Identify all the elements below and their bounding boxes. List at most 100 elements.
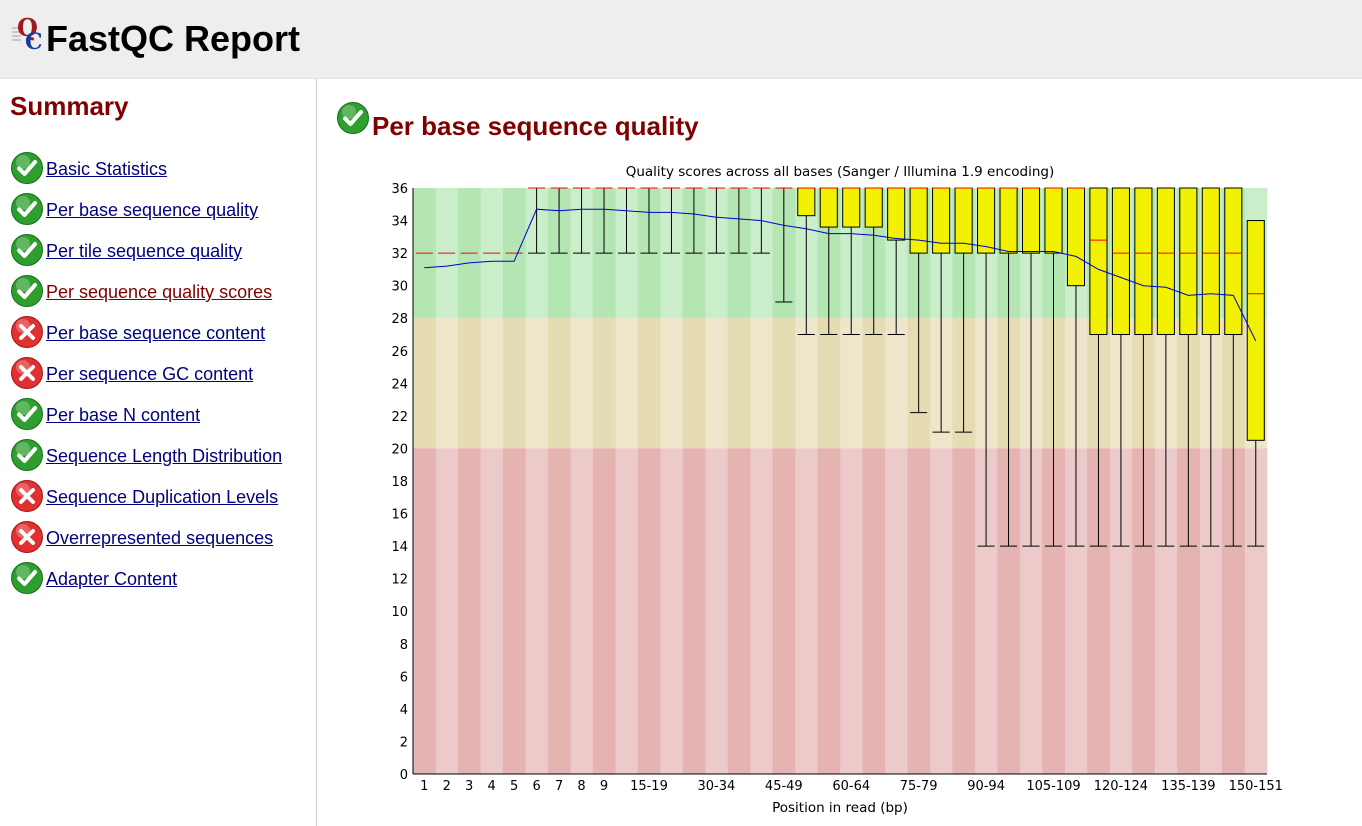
zone-bad-band xyxy=(840,448,863,774)
y-tick-label: 26 xyxy=(391,345,408,360)
fail-icon xyxy=(10,315,44,349)
pass-icon xyxy=(10,151,44,185)
y-tick-label: 14 xyxy=(391,540,408,555)
report-title: FastQC Report xyxy=(46,18,301,59)
zone-bad-band xyxy=(1019,448,1043,774)
zone-warn-band xyxy=(727,318,751,449)
summary-link[interactable]: Sequence Length Distribution xyxy=(46,446,283,466)
zone-warn-band xyxy=(840,318,863,449)
quartile-box xyxy=(1246,220,1265,441)
zone-bad-band xyxy=(1199,448,1223,774)
quartile-box xyxy=(909,187,928,254)
summary-link[interactable]: Per base sequence content xyxy=(46,323,266,343)
y-tick-label: 20 xyxy=(391,442,408,457)
y-tick-label: 34 xyxy=(391,215,408,230)
summary-link[interactable]: Overrepresented sequences xyxy=(46,528,274,548)
summary-link[interactable]: Basic Statistics xyxy=(46,159,168,179)
zone-bad-band xyxy=(795,448,818,774)
y-tick-label: 12 xyxy=(391,573,408,588)
summary-link[interactable]: Per sequence quality scores xyxy=(46,282,273,302)
y-tick-label: 2 xyxy=(400,735,408,750)
zone-bad-band xyxy=(1222,448,1245,774)
section-title: Per base sequence quality xyxy=(372,111,699,141)
pass-icon xyxy=(10,397,44,431)
zone-bad-band xyxy=(502,448,526,774)
x-tick-label: 60-64 xyxy=(832,779,870,794)
quartile-box xyxy=(819,187,838,228)
zone-bad-band xyxy=(1154,448,1178,774)
x-tick-label: 3 xyxy=(465,779,473,794)
y-tick-label: 28 xyxy=(391,312,408,327)
pass-icon xyxy=(10,274,44,308)
y-tick-label: 10 xyxy=(391,605,408,620)
quartile-box xyxy=(842,187,861,228)
fail-icon xyxy=(10,520,44,554)
zone-bad-band xyxy=(907,448,931,774)
zone-warn-band xyxy=(660,318,683,449)
summary-sidebar: Summary Basic Statistics Per base sequenc… xyxy=(0,79,317,826)
zone-bad-band xyxy=(413,448,436,774)
zone-warn-band xyxy=(705,318,728,449)
zone-bad-band xyxy=(570,448,594,774)
quartile-box xyxy=(999,187,1018,254)
zone-bad-band xyxy=(480,448,504,774)
summary-link[interactable]: Per tile sequence quality xyxy=(46,241,243,261)
summary-link[interactable]: Per sequence GC content xyxy=(46,364,254,384)
pass-icon xyxy=(10,438,44,472)
quartile-box xyxy=(1044,187,1063,254)
x-tick-label: 75-79 xyxy=(900,779,938,794)
fastqc-logo-icon: Q C xyxy=(12,14,43,54)
zone-bad-band xyxy=(750,448,773,774)
y-tick-label: 4 xyxy=(400,703,408,718)
zone-bad-band xyxy=(615,448,639,774)
quartile-box xyxy=(1224,187,1243,335)
pass-icon xyxy=(10,233,44,267)
zone-warn-band xyxy=(884,318,908,449)
y-tick-label: 6 xyxy=(400,670,408,685)
summary-link[interactable]: Adapter Content xyxy=(46,569,178,589)
quartile-box xyxy=(887,187,906,241)
quartile-box xyxy=(797,187,816,217)
summary-link[interactable]: Per base sequence quality xyxy=(46,200,259,220)
zone-bad-band xyxy=(1042,448,1066,774)
zone-bad-band xyxy=(660,448,683,774)
zone-warn-band xyxy=(592,318,616,449)
summary-heading: Summary xyxy=(10,91,129,121)
svg-text:Q: Q xyxy=(17,14,38,42)
zone-bad-band xyxy=(929,448,953,774)
zone-bad-band xyxy=(592,448,616,774)
zone-bad-band xyxy=(1132,448,1155,774)
quartile-box xyxy=(1089,187,1108,335)
quartile-box xyxy=(864,187,883,228)
x-tick-label: 9 xyxy=(600,779,608,794)
zone-bad-band xyxy=(1087,448,1110,774)
zone-warn-band xyxy=(682,318,706,449)
summary-link[interactable]: Sequence Duplication Levels xyxy=(46,487,279,507)
zone-warn-band xyxy=(772,318,796,449)
zone-warn-band xyxy=(570,318,594,449)
zone-warn-band xyxy=(457,318,481,449)
zone-bad-band xyxy=(682,448,706,774)
main-content: 0 2 4 6 8 10 12 14 16 18 20 22 24 26 28 30 32 34 36 1 2 3 4 5 6 7… xyxy=(317,79,1362,826)
zone-bad-band xyxy=(457,448,481,774)
zone-bad-band xyxy=(997,448,1021,774)
zone-warn-band xyxy=(637,318,661,449)
x-tick-label: 45-49 xyxy=(765,779,803,794)
zone-warn-band xyxy=(480,318,504,449)
zone-warn-band xyxy=(615,318,639,449)
zone-warn-band xyxy=(862,318,886,449)
zone-warn-band xyxy=(795,318,818,449)
zone-bad-band xyxy=(705,448,728,774)
x-tick-label: 120-124 xyxy=(1094,779,1148,794)
mean-line xyxy=(424,208,1257,342)
x-tick-label: 15-19 xyxy=(630,779,668,794)
zone-warn-band xyxy=(750,318,773,449)
quartile-box xyxy=(1134,187,1153,335)
y-tick-label: 22 xyxy=(391,410,408,425)
x-axis-label: Position in read (bp) xyxy=(772,800,908,816)
pass-icon xyxy=(10,192,44,226)
y-tick-label: 36 xyxy=(391,182,408,197)
y-tick-label: 8 xyxy=(400,638,408,653)
summary-link[interactable]: Per base N content xyxy=(46,405,201,425)
